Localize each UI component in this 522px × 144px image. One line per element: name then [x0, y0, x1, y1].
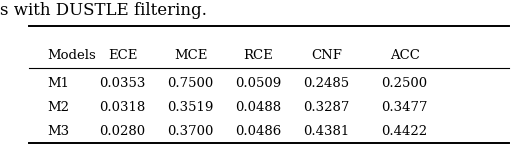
Text: 0.3477: 0.3477 — [381, 101, 428, 114]
Text: 0.3519: 0.3519 — [168, 101, 213, 114]
Text: M3: M3 — [47, 125, 69, 138]
Text: 0.0509: 0.0509 — [235, 77, 281, 90]
Text: 0.0353: 0.0353 — [100, 77, 146, 90]
Text: ECE: ECE — [108, 49, 137, 62]
Text: Models: Models — [47, 49, 96, 62]
Text: 0.4422: 0.4422 — [382, 125, 428, 138]
Text: s with DUSTLE filtering.: s with DUSTLE filtering. — [0, 2, 207, 19]
Text: 0.3700: 0.3700 — [168, 125, 213, 138]
Text: M2: M2 — [47, 101, 69, 114]
Text: 0.0280: 0.0280 — [100, 125, 146, 138]
Text: MCE: MCE — [174, 49, 207, 62]
Text: 0.0486: 0.0486 — [235, 125, 281, 138]
Text: M1: M1 — [47, 77, 69, 90]
Text: 0.7500: 0.7500 — [168, 77, 213, 90]
Text: RCE: RCE — [244, 49, 273, 62]
Text: 0.0318: 0.0318 — [100, 101, 146, 114]
Text: 0.4381: 0.4381 — [303, 125, 349, 138]
Text: ACC: ACC — [389, 49, 420, 62]
Text: 0.0488: 0.0488 — [235, 101, 281, 114]
Text: 0.2485: 0.2485 — [303, 77, 349, 90]
Text: CNF: CNF — [311, 49, 342, 62]
Text: 0.3287: 0.3287 — [303, 101, 349, 114]
Text: 0.2500: 0.2500 — [382, 77, 428, 90]
